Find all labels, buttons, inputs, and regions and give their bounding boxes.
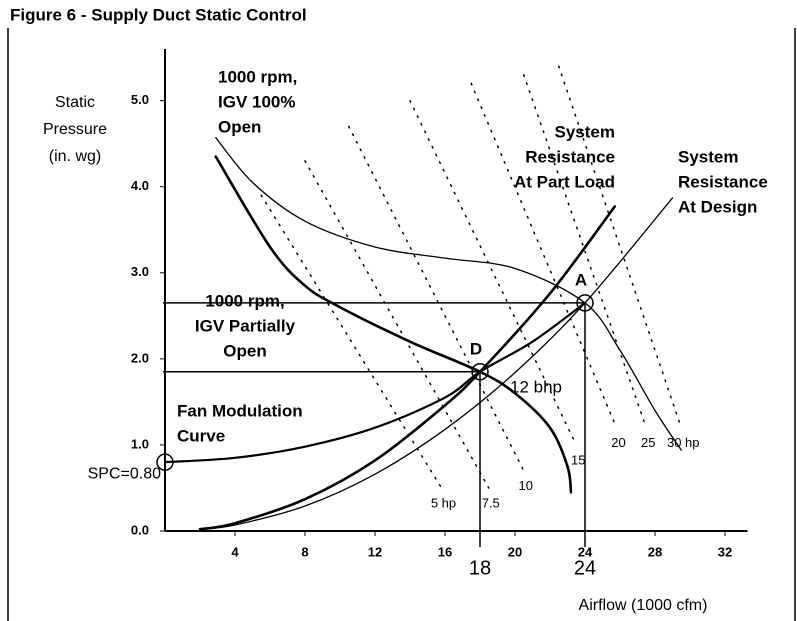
y-axis-label: (in. wg) <box>49 148 101 165</box>
y-tick-label: 5.0 <box>131 92 149 107</box>
x-tick-label: 16 <box>438 544 452 559</box>
x-tick-label: 32 <box>718 544 732 559</box>
x-axis-label: Airflow (1000 cfm) <box>579 597 708 614</box>
curve <box>198 205 617 531</box>
hp-label: 10 <box>519 478 533 493</box>
point-marker <box>471 363 489 381</box>
x-tick-label: 24 <box>578 544 593 559</box>
annotation: Resistance <box>525 147 615 166</box>
annotation: System <box>678 147 738 166</box>
annotation: 1000 rpm, <box>205 291 284 310</box>
point-label: SPC=0.80 <box>88 465 161 482</box>
x-tick-label: 28 <box>648 544 662 559</box>
y-tick-label: 1.0 <box>131 436 149 451</box>
hp-label: 7.5 <box>482 495 500 510</box>
curve <box>215 137 682 451</box>
hp-label: 15 <box>571 452 585 467</box>
y-tick-label: 4.0 <box>131 178 149 193</box>
guide-x-label: 24 <box>574 557 596 579</box>
y-tick-label: 0.0 <box>131 522 149 537</box>
hp-line <box>523 74 647 429</box>
annotation: System <box>555 122 615 141</box>
x-tick-label: 20 <box>508 544 522 559</box>
hp-line <box>470 82 618 429</box>
x-tick-label: 8 <box>301 544 308 559</box>
y-axis-label: Static <box>55 94 95 111</box>
point-marker <box>156 453 174 471</box>
point-marker <box>576 294 594 312</box>
y-axis-label: Pressure <box>43 121 107 138</box>
annotation: Resistance <box>678 172 768 191</box>
y-tick-label: 3.0 <box>131 264 149 279</box>
guide-x-label: 18 <box>469 557 491 579</box>
annotation: Curve <box>177 426 225 445</box>
hp-line <box>260 194 443 489</box>
hp-label: 30 hp <box>667 435 700 450</box>
annotation: Fan Modulation <box>177 401 303 420</box>
y-tick-label: 2.0 <box>131 350 149 365</box>
hp-label: 20 <box>611 435 625 450</box>
chart-title: Figure 6 - Supply Duct Static Control <box>10 5 307 24</box>
point-label: A <box>575 270 587 289</box>
annotation: 12 bhp <box>510 377 562 396</box>
hp-label: 25 <box>641 435 655 450</box>
annotation: IGV Partially <box>195 316 296 335</box>
x-tick-label: 4 <box>231 544 239 559</box>
x-tick-label: 12 <box>368 544 382 559</box>
hp-line <box>304 160 490 489</box>
annotation: Open <box>223 341 266 360</box>
annotation: 1000 rpm, <box>218 67 297 86</box>
annotation: At Part Load <box>514 172 615 191</box>
hp-label: 5 hp <box>431 495 456 510</box>
annotation: IGV 100% <box>218 92 296 111</box>
curve <box>163 301 587 464</box>
annotation: Open <box>218 117 261 136</box>
annotation: At Design <box>678 197 757 216</box>
curve <box>214 155 573 494</box>
point-label: D <box>470 339 482 358</box>
